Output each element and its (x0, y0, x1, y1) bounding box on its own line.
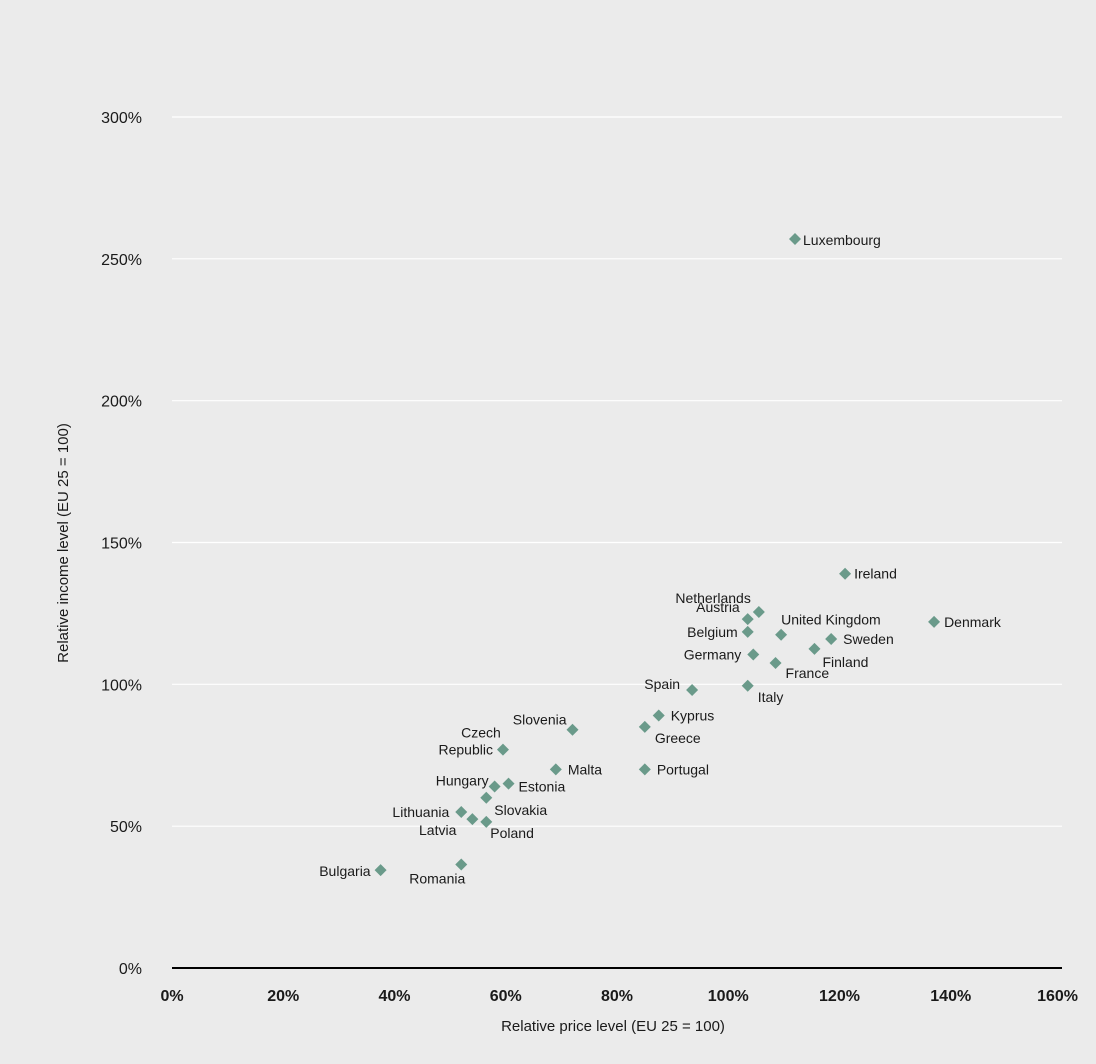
x-tick-label: 100% (708, 988, 749, 1005)
point-label-austria: Austria (696, 599, 740, 615)
x-tick-label: 20% (267, 988, 299, 1005)
point-label-poland: Poland (490, 825, 534, 841)
point-denmark (928, 615, 941, 628)
point-malta (549, 763, 562, 776)
point-germany (747, 648, 760, 661)
x-axis-ticks: 0% 20% 40% 60% 80% 100% 120% 140% 160% (160, 988, 1078, 1005)
x-tick-label: 80% (601, 988, 633, 1005)
point-hungary (488, 780, 501, 793)
point-label-netherlands: Netherlands (675, 590, 751, 606)
point-bulgaria (374, 864, 387, 877)
y-tick-label: 0% (119, 961, 142, 978)
point-label-hungary: Hungary (436, 772, 489, 788)
point-label-portugal: Portugal (657, 761, 709, 777)
point-spain (686, 684, 699, 697)
point-label-estonia: Estonia (519, 779, 566, 795)
point-luxembourg (789, 232, 801, 245)
point-label-czech-republic-line2: Republic (438, 742, 492, 758)
point-label-slovakia: Slovakia (494, 802, 547, 818)
point-label-luxembourg: Luxembourg (803, 232, 881, 248)
point-label-latvia: Latvia (419, 822, 457, 838)
point-label-denmark: Denmark (944, 614, 1002, 630)
point-romania (455, 858, 468, 871)
point-label-belgium: Belgium (687, 624, 738, 640)
x-tick-label: 60% (490, 988, 522, 1005)
point-czech-republic (496, 743, 509, 756)
point-label-greece: Greece (655, 730, 701, 746)
x-axis-title: Relative price level (EU 25 = 100) (501, 1018, 725, 1035)
point-label-kyprus: Kyprus (671, 708, 715, 724)
point-ireland (839, 567, 852, 580)
point-united-kingdom (775, 628, 788, 641)
y-tick-label: 50% (110, 819, 142, 836)
y-tick-label: 200% (101, 394, 142, 411)
point-austria (741, 613, 754, 626)
point-slovakia (480, 791, 493, 804)
point-label-czech-republic: Czech (461, 725, 501, 741)
y-tick-label: 250% (101, 252, 142, 269)
data-points (374, 232, 941, 877)
point-lithuania (455, 805, 468, 818)
gridlines (172, 116, 1062, 827)
y-tick-label: 100% (101, 677, 142, 694)
data-labels: Luxembourg Ireland Denmark NetherlandsAustr… (319, 232, 1002, 886)
point-label-bulgaria: Bulgaria (319, 863, 371, 879)
point-label-lithuania: Lithuania (392, 804, 449, 820)
x-tick-label: 140% (930, 988, 971, 1005)
x-tick-label: 160% (1037, 988, 1078, 1005)
point-label-slovenia: Slovenia (513, 712, 567, 728)
point-france (769, 657, 782, 670)
point-latvia (466, 813, 479, 826)
point-label-finland: Finland (822, 654, 868, 670)
point-label-romania: Romania (409, 870, 465, 886)
point-greece (638, 720, 651, 733)
point-label-ireland: Ireland (854, 566, 897, 582)
y-axis-ticks: 0% 50% 100% 150% 200% 250% 300% (101, 110, 142, 978)
x-tick-label: 40% (378, 988, 410, 1005)
point-slovenia (566, 723, 579, 736)
point-poland (480, 815, 493, 828)
point-finland (808, 642, 821, 655)
y-axis-title: Relative income level (EU 25 = 100) (55, 423, 72, 663)
point-belgium (741, 625, 754, 638)
point-label-france: France (786, 665, 830, 681)
point-label-spain: Spain (644, 676, 680, 692)
point-portugal (638, 763, 651, 776)
point-estonia (502, 777, 515, 790)
point-label-germany: Germany (684, 647, 742, 663)
point-label-sweden: Sweden (843, 631, 894, 647)
y-tick-label: 150% (101, 536, 142, 553)
y-tick-label: 300% (101, 110, 142, 127)
x-tick-label: 120% (819, 988, 860, 1005)
point-italy (741, 679, 754, 692)
x-tick-label: 0% (160, 988, 183, 1005)
point-label-italy: Italy (758, 689, 784, 705)
point-kyprus (652, 709, 665, 722)
point-netherlands (752, 605, 765, 618)
point-label-united-kingdom: United Kingdom (781, 612, 881, 628)
point-label-malta: Malta (568, 761, 602, 777)
point-sweden (825, 632, 838, 645)
